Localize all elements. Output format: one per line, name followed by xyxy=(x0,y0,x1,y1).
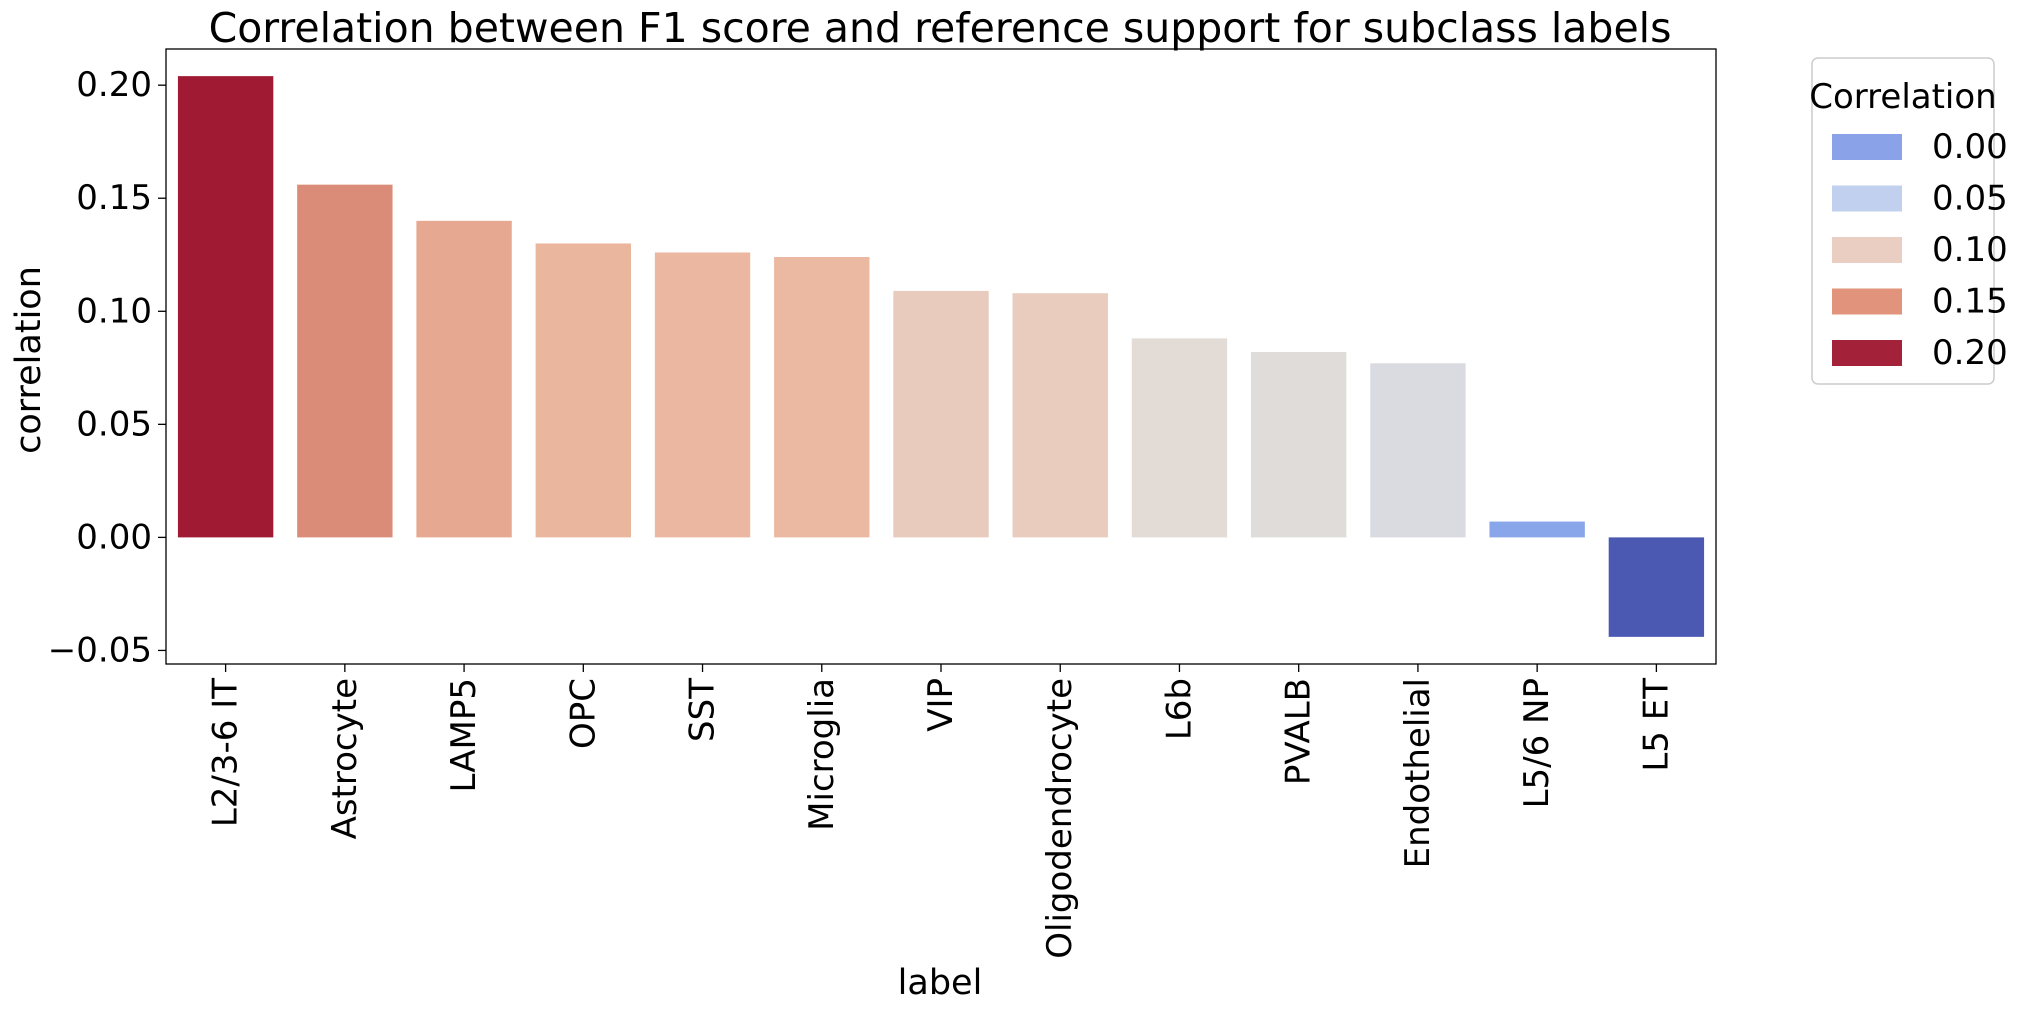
legend-label: 0.00 xyxy=(1932,127,2008,167)
x-tick-label: Astrocyte xyxy=(325,678,365,839)
legend-swatch xyxy=(1832,340,1902,366)
x-tick-label: OPC xyxy=(563,678,603,749)
legend-entries: 0.00 0.05 0.10 0.15 0.20 xyxy=(1832,127,2008,373)
bar-lamp5 xyxy=(416,220,512,538)
y-axis: −0.05 0.00 0.05 0.10 0.15 0.20 xyxy=(48,65,166,670)
x-tick-label: VIP xyxy=(921,678,961,732)
legend-label: 0.20 xyxy=(1932,333,2008,373)
bar-astrocyte xyxy=(297,184,393,538)
x-tick-label: L5/6 NP xyxy=(1517,678,1557,808)
legend-swatch xyxy=(1832,185,1902,212)
legend-title: Correlation xyxy=(1809,77,1996,117)
bar-microglia xyxy=(774,257,870,538)
x-tick-label: SST xyxy=(683,678,723,742)
bar-opc xyxy=(535,243,631,538)
x-tick-label: L5 ET xyxy=(1636,678,1676,772)
bar-l6b xyxy=(1131,338,1228,538)
x-tick-label: LAMP5 xyxy=(444,678,484,792)
y-axis-label: correlation xyxy=(9,266,49,454)
x-tick-label: Microglia xyxy=(802,678,842,831)
legend-label: 0.05 xyxy=(1932,179,2008,219)
x-tick-label: L6b xyxy=(1159,678,1199,740)
bar-pvalb xyxy=(1251,351,1347,538)
y-tick-label: −0.05 xyxy=(48,630,152,670)
legend-label: 0.15 xyxy=(1932,282,2008,322)
chart-title: Correlation between F1 score and referen… xyxy=(209,4,1672,52)
bars-group xyxy=(177,76,1705,637)
legend-label: 0.10 xyxy=(1932,230,2008,270)
legend: Correlation 0.00 0.05 0.10 0.15 0.20 xyxy=(1809,57,2008,385)
x-axis: L2/3-6 IT Astrocyte LAMP5 OPC SST Microglia VI… xyxy=(206,664,1676,959)
bar-oligodendrocyte xyxy=(1012,293,1108,538)
y-tick-label: 0.00 xyxy=(76,517,152,557)
bar-endothelial xyxy=(1370,363,1466,538)
bar-l2-3-6-it xyxy=(177,76,274,538)
y-tick-label: 0.10 xyxy=(76,291,152,331)
bar-l5-6-np xyxy=(1489,521,1585,538)
legend-swatch xyxy=(1832,134,1902,160)
x-axis-label: label xyxy=(898,963,983,1003)
y-tick-label: 0.05 xyxy=(76,404,152,444)
x-tick-label: Endothelial xyxy=(1398,678,1438,868)
bar-sst xyxy=(654,252,751,538)
x-tick-label: PVALB xyxy=(1279,678,1319,785)
y-tick-label: 0.15 xyxy=(76,178,152,218)
bar-l5-et xyxy=(1608,537,1705,637)
legend-swatch xyxy=(1832,288,1902,315)
bar-vip xyxy=(893,290,989,538)
legend-swatch xyxy=(1832,237,1902,263)
y-tick-label: 0.20 xyxy=(76,65,152,105)
x-tick-label: L2/3-6 IT xyxy=(206,678,246,827)
x-tick-label: Oligodendrocyte xyxy=(1040,678,1080,959)
